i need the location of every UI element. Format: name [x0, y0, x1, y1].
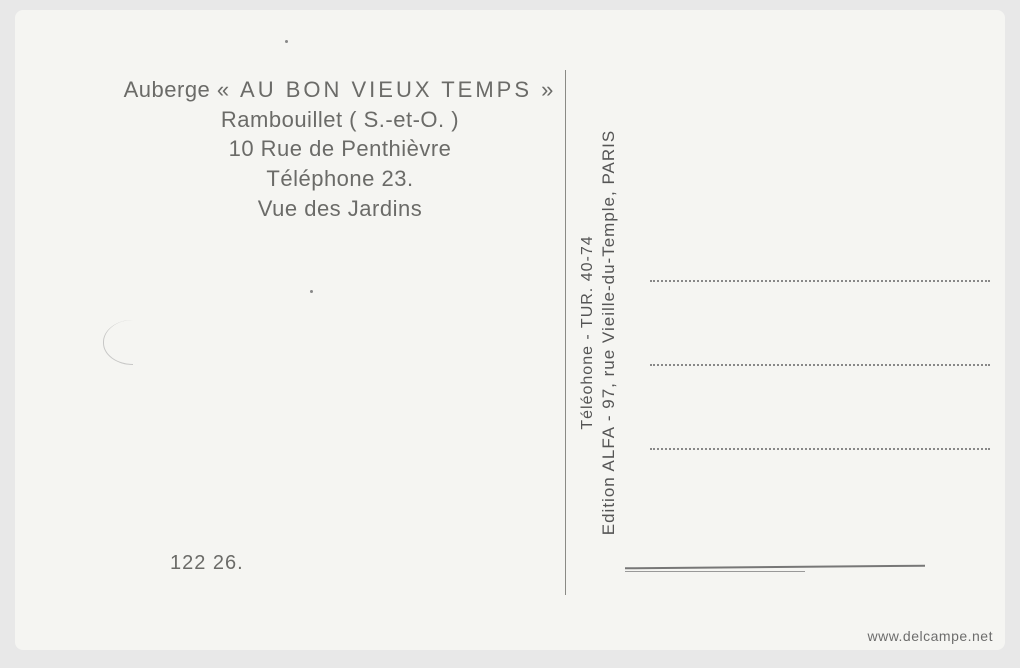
header-line-1: Auberge « AU BON VIEUX TEMPS » — [115, 75, 565, 105]
address-line-1 — [650, 280, 990, 282]
header-line-4: Téléphone 23. — [115, 164, 565, 194]
publisher-block: Edition ALFA - 97, rue Vieille-du-Temple… — [575, 70, 615, 595]
center-divider — [565, 70, 566, 595]
address-line-2 — [650, 364, 990, 366]
header-line-2: Rambouillet ( S.-et-O. ) — [115, 105, 565, 135]
publisher-line-2: Téléohone - TUR. 40-74 — [579, 70, 597, 595]
scratch-mark — [625, 565, 925, 570]
speck-1 — [285, 40, 288, 43]
publisher-line-1: Edition ALFA - 97, rue Vieille-du-Temple… — [599, 70, 619, 595]
header-block: Auberge « AU BON VIEUX TEMPS » Rambouill… — [115, 75, 565, 223]
reference-number: 122 26. — [170, 552, 244, 575]
speck-2 — [310, 290, 313, 293]
address-lines — [650, 280, 990, 532]
header-line-5: Vue des Jardins — [115, 194, 565, 224]
watermark: www.delcampe.net — [867, 628, 993, 644]
auberge-prefix: Auberge — [124, 77, 217, 102]
address-line-3 — [650, 448, 990, 450]
header-line-3: 10 Rue de Penthièvre — [115, 134, 565, 164]
crescent-mark — [103, 320, 133, 365]
postcard-back: Auberge « AU BON VIEUX TEMPS » Rambouill… — [15, 10, 1005, 650]
scratch-mark-2 — [625, 571, 805, 572]
auberge-name: « AU BON VIEUX TEMPS » — [217, 77, 556, 102]
